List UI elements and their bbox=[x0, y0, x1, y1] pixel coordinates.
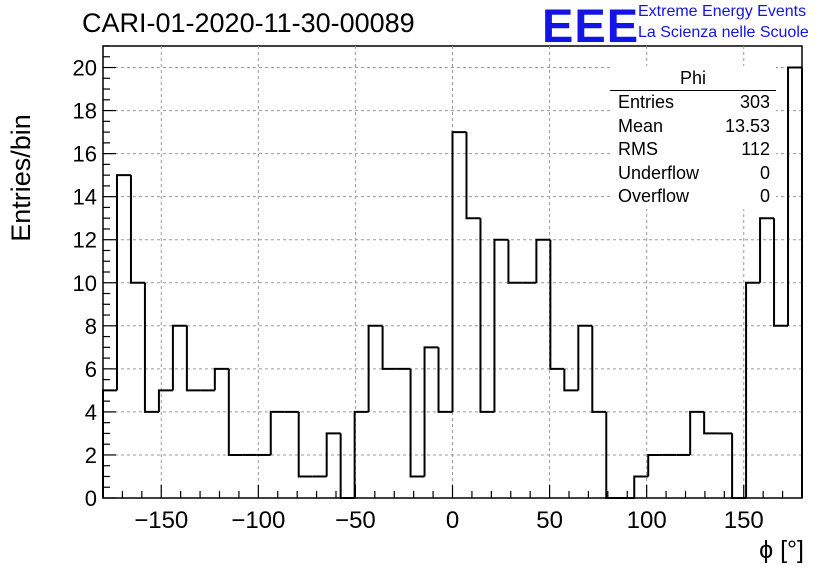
x-tick-label: −100 bbox=[231, 507, 285, 534]
stats-box-title: Phi bbox=[610, 66, 776, 91]
tick-labels: −150 −100 −50 0 50 100 150 0 2 4 6 8 10 12 14 16 18 20 bbox=[73, 56, 764, 534]
y-tick-label: 10 bbox=[73, 271, 97, 296]
stats-label: Mean bbox=[618, 115, 664, 136]
histogram-bin bbox=[129, 175, 145, 284]
eee-logo-line1: Extreme Energy Events bbox=[638, 3, 807, 20]
y-tick-label: 12 bbox=[73, 228, 97, 253]
histogram-bin bbox=[647, 453, 663, 477]
stats-value: 112 bbox=[741, 139, 770, 159]
histogram-bin bbox=[605, 411, 621, 499]
x-tick-label: 100 bbox=[627, 507, 667, 534]
histogram-bin bbox=[269, 410, 285, 455]
histogram-bin bbox=[115, 174, 131, 391]
histogram-bin bbox=[171, 324, 187, 391]
histogram-bin bbox=[451, 131, 467, 412]
y-tick-label: 8 bbox=[85, 314, 97, 339]
x-tick-label: 0 bbox=[446, 507, 459, 534]
histogram-bin bbox=[479, 218, 495, 413]
y-tick-label: 18 bbox=[73, 99, 97, 124]
histogram-bin bbox=[493, 238, 509, 412]
stats-value: 0 bbox=[759, 162, 770, 183]
histogram-bin bbox=[381, 325, 397, 370]
histogram-bin bbox=[731, 433, 747, 499]
histogram-bin bbox=[353, 410, 369, 498]
histogram-bin bbox=[325, 432, 341, 477]
x-tick-label: 50 bbox=[536, 507, 563, 534]
histogram-bin bbox=[367, 324, 383, 412]
eee-logo-line2: La Scienza nelle Scuole bbox=[638, 24, 809, 41]
histogram-bin bbox=[185, 325, 201, 392]
histogram-bin bbox=[549, 239, 565, 370]
y-tick-label: 20 bbox=[73, 56, 97, 81]
histogram-bin bbox=[157, 389, 173, 412]
histogram-bin bbox=[773, 218, 789, 327]
histogram-bin bbox=[703, 411, 719, 435]
histogram-bin bbox=[633, 475, 649, 498]
stats-label: Underflow bbox=[618, 162, 700, 183]
histogram-bin bbox=[423, 346, 439, 477]
y-tick-label: 16 bbox=[73, 142, 97, 167]
stats-label: RMS bbox=[618, 139, 658, 159]
histogram-bin bbox=[339, 433, 355, 499]
histogram-bin bbox=[213, 367, 229, 391]
histogram-bin bbox=[507, 239, 523, 284]
y-axis-label: Entries/bin bbox=[6, 114, 36, 242]
x-tick-label: 150 bbox=[724, 507, 764, 534]
histogram bbox=[102, 66, 803, 499]
histogram-bin bbox=[143, 282, 159, 413]
y-tick-label: 6 bbox=[85, 357, 97, 382]
histogram-bin bbox=[591, 325, 607, 413]
histogram-bin bbox=[577, 324, 593, 391]
histogram-bin bbox=[689, 410, 705, 455]
y-tick-label: 14 bbox=[73, 185, 97, 210]
axis-ticks bbox=[102, 45, 803, 499]
histogram-bin bbox=[409, 368, 425, 478]
stats-label: Overflow bbox=[618, 186, 690, 206]
y-tick-label: 0 bbox=[85, 486, 97, 511]
y-tick-label: 2 bbox=[85, 443, 97, 468]
x-tick-label: −50 bbox=[335, 507, 376, 534]
stats-label: Entries bbox=[618, 92, 675, 112]
stats-value: 303 bbox=[739, 92, 770, 112]
histogram-bin bbox=[787, 66, 802, 326]
stats-row-rms: RMS 112 bbox=[610, 138, 776, 162]
histogram-bin bbox=[465, 132, 481, 220]
histogram-bin bbox=[227, 368, 243, 456]
histogram-bin bbox=[437, 347, 453, 413]
x-axis-label: ϕ [°] bbox=[759, 536, 804, 564]
stats-value: 13.53 bbox=[724, 115, 770, 136]
stats-box: Phi Entries 303 Mean 13.53 RMS 112 Under… bbox=[610, 66, 776, 209]
stats-row-entries: Entries 303 bbox=[610, 91, 776, 115]
histogram-bin bbox=[297, 411, 313, 478]
eee-logo-mark: EEE bbox=[542, 0, 640, 52]
histogram-bin bbox=[759, 217, 775, 283]
stats-row-mean: Mean 13.53 bbox=[610, 115, 776, 139]
y-tick-label: 4 bbox=[85, 400, 97, 425]
stats-value: 0 bbox=[759, 186, 770, 206]
histogram-bin bbox=[563, 368, 579, 392]
chart-title: CARI-01-2020-11-30-00089 bbox=[82, 8, 415, 38]
x-tick-label: −150 bbox=[134, 507, 188, 534]
histogram-bin bbox=[745, 281, 761, 498]
stats-row-underflow: Underflow 0 bbox=[610, 162, 776, 186]
stats-row-overflow: Overflow 0 bbox=[610, 185, 776, 209]
histogram-bin bbox=[535, 238, 551, 283]
